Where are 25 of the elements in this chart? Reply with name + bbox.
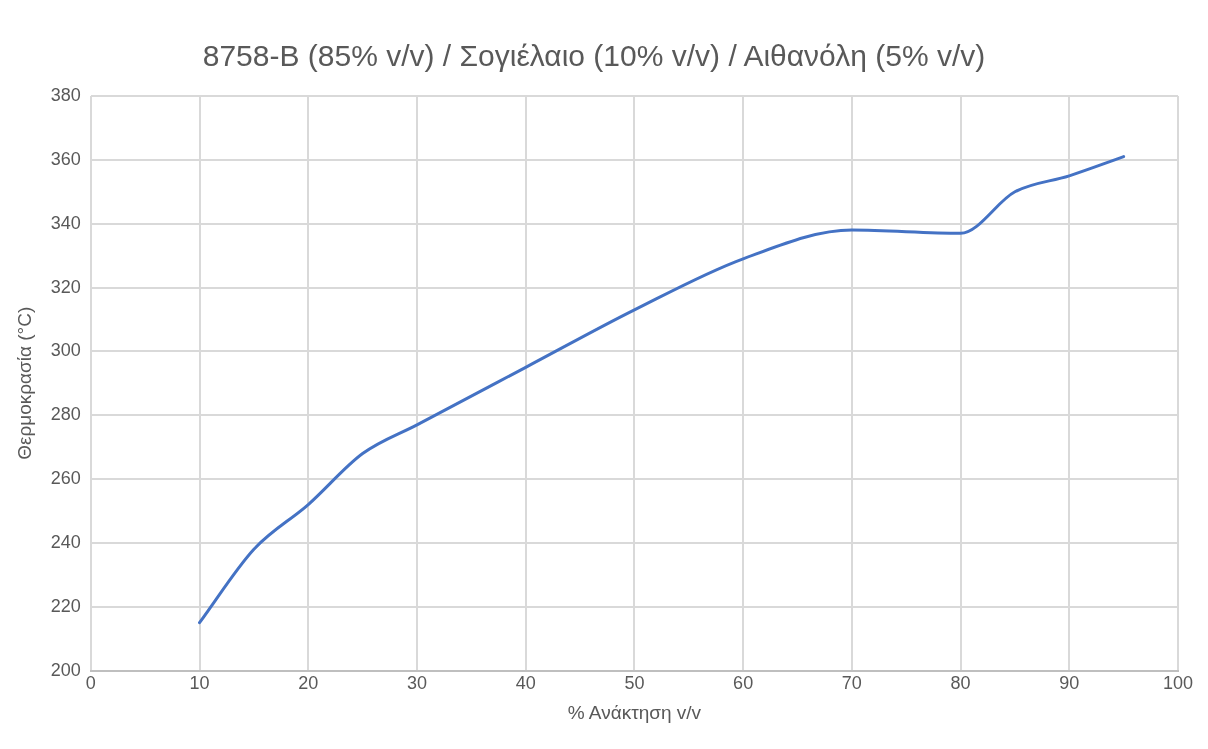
x-tick-label: 70	[841, 673, 862, 694]
y-tick-label: 280	[50, 404, 81, 425]
x-axis-title: % Ανάκτηση v/v	[567, 701, 702, 723]
x-tick-label: 80	[950, 673, 971, 694]
y-tick-label: 260	[50, 468, 81, 489]
line-series	[198, 155, 1126, 625]
y-tick-label: 300	[50, 340, 81, 361]
x-tick-label: 20	[298, 673, 319, 694]
y-tick-label: 240	[50, 531, 81, 552]
y-tick-label: 220	[50, 595, 81, 616]
x-tick-label: 40	[515, 673, 536, 694]
x-tick-label: 30	[406, 673, 427, 694]
y-tick-label: 360	[50, 148, 81, 169]
y-tick-label: 200	[50, 659, 81, 680]
x-tick-label: 100	[1162, 673, 1194, 694]
x-tick-label: 0	[85, 673, 96, 694]
y-axis-title: Θερμοκρασία (°C)	[13, 306, 35, 460]
chart-title: 8758-B (85% v/v) / Σογιέλαιο (10% v/v) / Αιθανόλη (5% v/v)	[202, 39, 986, 73]
y-tick-label: 340	[50, 212, 81, 233]
y-tick-label: 320	[50, 276, 81, 297]
x-tick-label: 10	[189, 673, 210, 694]
y-tick-label: 380	[50, 84, 81, 105]
x-tick-label: 90	[1059, 673, 1080, 694]
x-tick-label: 60	[733, 673, 754, 694]
x-tick-label: 50	[624, 673, 645, 694]
